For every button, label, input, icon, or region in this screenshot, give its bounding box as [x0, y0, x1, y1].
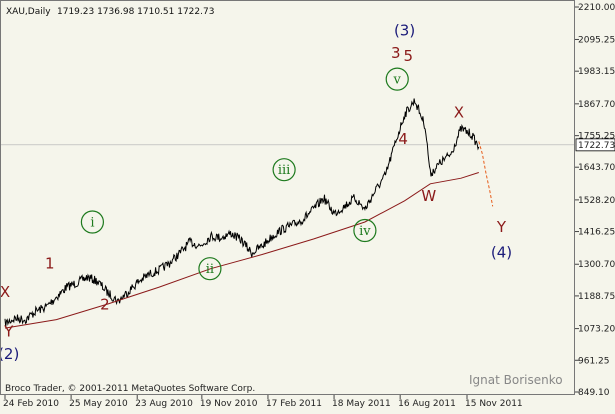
y-tick-label-0: 2210.00: [578, 3, 615, 13]
wave-label-green-3: iv: [359, 224, 371, 239]
wave-label-red-1: Y: [3, 323, 14, 341]
x-tick-label-5: 18 May 2011: [332, 399, 391, 409]
wave-label-red-8: X: [454, 103, 464, 121]
wave-label-green-2: iii: [278, 163, 290, 178]
wave-label-red-6: 4: [398, 130, 408, 148]
y-tick-label-10: 1073.20: [578, 325, 615, 335]
wave-label-navy-1: (3): [394, 21, 415, 39]
y-axis: 2210.00 2095.25 1983.15 1867.70 1755.25 1643.…: [575, 3, 615, 398]
x-tick-label-1: 25 May 2010: [69, 399, 128, 409]
y-tick-label-5: 1643.70: [578, 163, 615, 173]
wave-label-navy-2: (4): [491, 243, 512, 261]
chart-symbol: XAU,Daily: [6, 7, 51, 17]
y-tick-label-8: 1300.70: [578, 260, 615, 270]
series-layer: [4, 98, 494, 329]
x-tick-label-6: 16 Aug 2011: [398, 399, 456, 409]
x-tick-label-7: 15 Nov 2011: [465, 399, 523, 409]
wave-label-green-0: i: [90, 216, 94, 231]
moving-average-line: [4, 172, 479, 329]
author-text: Ignat Borisenko: [469, 373, 563, 387]
wave-circle-green-2: [272, 158, 296, 182]
x-tick-label-2: 23 Aug 2010: [135, 399, 193, 409]
wave-label-red-5: 5: [403, 47, 413, 65]
plot-frame: [0, 0, 575, 395]
chart-ohlc: 1719.23 1736.98 1710.51 1722.73: [57, 7, 214, 17]
y-tick-label-6: 1528.20: [578, 196, 615, 206]
y-tick-label-9: 1188.75: [578, 292, 615, 302]
current-price-label: 1722.73: [578, 141, 615, 151]
wave-label-red-3: 2: [100, 296, 110, 314]
wave-label-red-9: Y: [496, 218, 507, 236]
wave-label-red-0: X: [0, 283, 10, 301]
copyright-text: Broco Trader, © 2001-2011 MetaQuotes Sof…: [5, 384, 255, 394]
wave-circle-green-1: [198, 257, 222, 281]
projection-line: [478, 141, 494, 207]
wave-label-green-1: ii: [206, 262, 214, 277]
price-line: [4, 98, 480, 327]
wave-circle-green-4: [385, 67, 409, 91]
wave-label-red-7: W: [421, 187, 436, 205]
wave-circle-green-3: [353, 218, 377, 243]
wave-label-navy-0: (2): [0, 345, 19, 363]
y-tick-label-2: 1983.15: [578, 67, 615, 77]
y-tick-label-1: 2095.25: [578, 35, 615, 45]
x-tick-label-3: 19 Nov 2010: [200, 399, 258, 409]
y-tick-label-4: 1755.25: [578, 132, 615, 142]
wave-label-red-4: 3: [391, 44, 401, 62]
wave-label-red-2: 1: [45, 255, 55, 273]
y-tick-label-3: 1867.70: [578, 100, 615, 110]
x-tick-label-0: 24 Feb 2010: [3, 399, 59, 409]
wave-circle-green-0: [80, 210, 105, 234]
y-tick-label-7: 1416.25: [578, 228, 615, 238]
y-tick-label-11: 961.25: [578, 356, 610, 366]
current-price-tag: [575, 138, 615, 152]
wave-label-green-4: v: [393, 73, 402, 88]
x-axis: 24 Feb 2010 25 May 2010 23 Aug 2010 19 Nov …: [3, 395, 523, 409]
x-tick-label-4: 17 Feb 2011: [266, 399, 322, 409]
y-tick-label-12: 849.10: [578, 388, 610, 398]
